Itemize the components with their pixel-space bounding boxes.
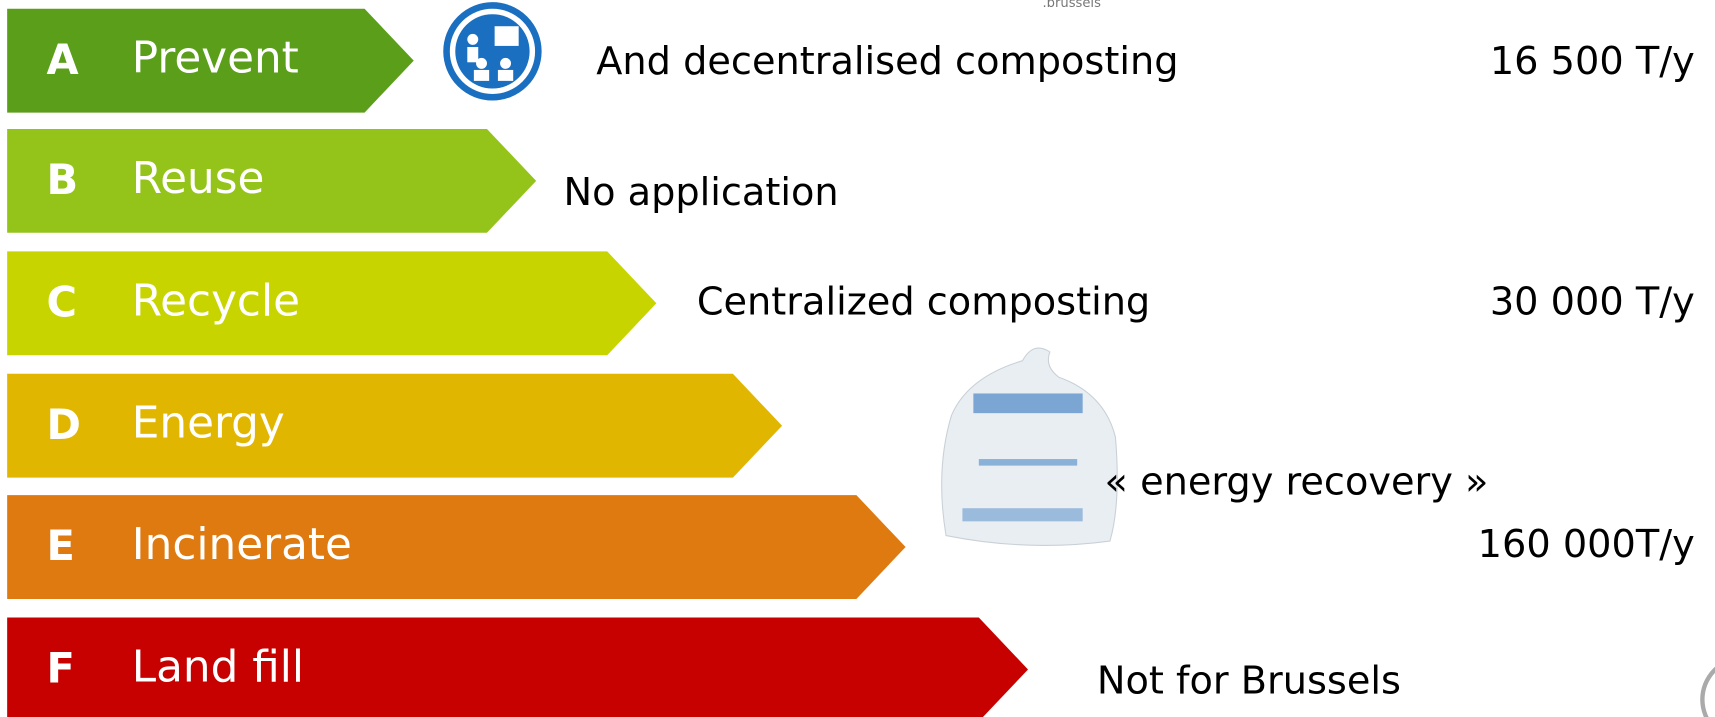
level-label: Reuse <box>132 153 265 204</box>
note: And decentralised composting <box>596 39 1178 84</box>
level-letter: B <box>47 155 79 204</box>
level-label: Incinerate <box>132 519 352 570</box>
level-arrow <box>7 128 537 233</box>
corner-badge <box>1700 666 1715 717</box>
level-arrow <box>7 495 906 599</box>
education-icon <box>443 2 542 101</box>
note: Not for Brussels <box>1097 659 1401 704</box>
note: Centralized composting <box>697 279 1150 324</box>
note: « energy recovery » <box>1105 460 1489 505</box>
level-letter: C <box>47 277 77 326</box>
level-label: Prevent <box>132 33 299 84</box>
level-arrow <box>7 617 1029 717</box>
hierarchy: A Prevent B Reuse C Recycle D Energy E Incinerate… <box>7 8 1029 717</box>
waste-bag <box>941 347 1118 546</box>
level-arrow <box>7 8 414 113</box>
level-letter: A <box>47 35 79 84</box>
amount: 160 000T/y <box>1478 522 1695 567</box>
level-label: Land fill <box>132 641 304 692</box>
amount: 30 000 T/y <box>1490 279 1695 324</box>
amount: 16 500 T/y <box>1490 39 1695 84</box>
level-label: Recycle <box>132 275 300 326</box>
level-letter: D <box>47 400 81 449</box>
level-letter: E <box>47 521 75 570</box>
level-label: Energy <box>132 398 285 449</box>
note: No application <box>563 170 838 215</box>
level-arrow <box>7 373 783 478</box>
logo-text: .brussels <box>1043 0 1102 11</box>
level-arrow <box>7 251 657 356</box>
level-letter: F <box>47 644 75 693</box>
